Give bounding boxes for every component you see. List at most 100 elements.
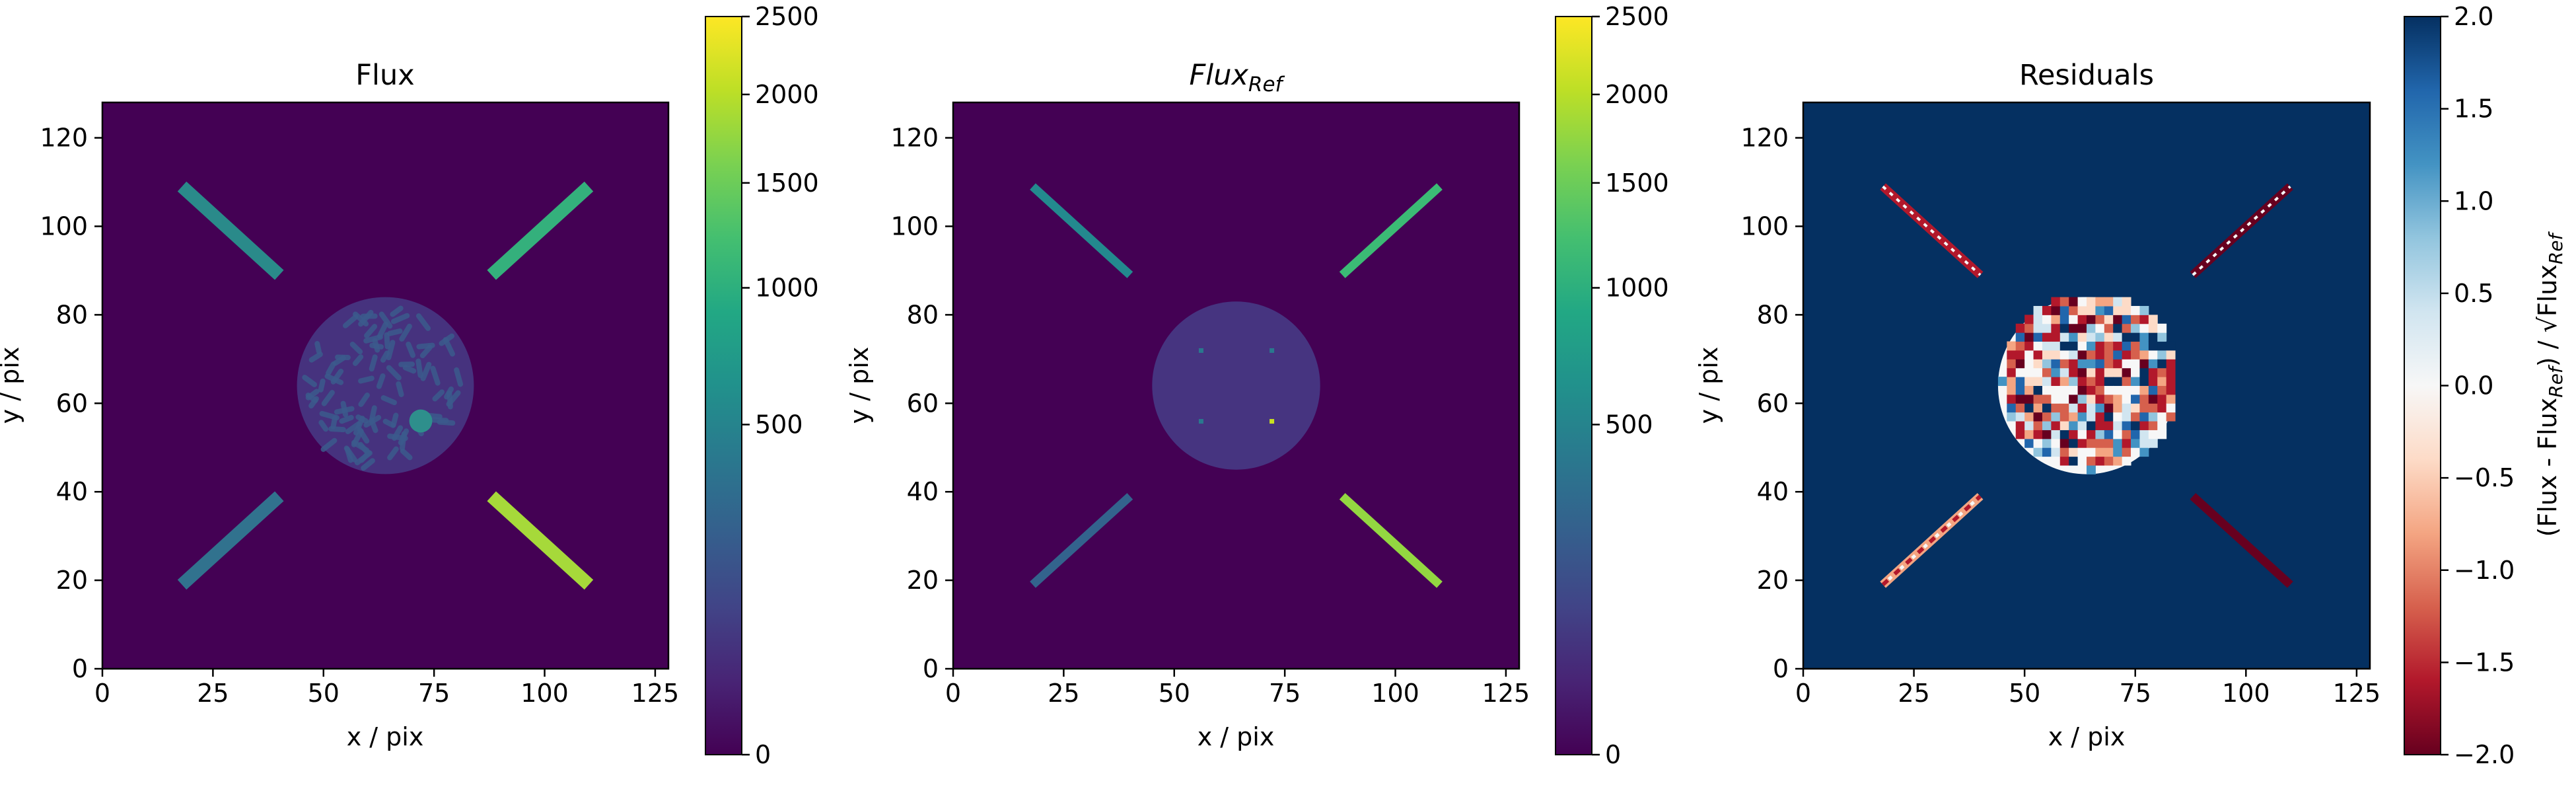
residual-pixel — [2069, 403, 2079, 413]
residual-pixel — [2113, 323, 2123, 333]
fluxref-title-sub: Ref — [1248, 73, 1285, 96]
residual-pixel — [2015, 341, 2025, 351]
flux-speckle — [321, 390, 335, 406]
residual-pixel — [2104, 421, 2114, 430]
residual-pixel — [2122, 332, 2131, 342]
residual-pixel — [2069, 359, 2079, 369]
residual-pixel — [2157, 367, 2167, 377]
residual-pixel — [2051, 359, 2061, 369]
residual-pixel — [2157, 412, 2167, 422]
flux-speckle — [430, 365, 441, 386]
residual-pixel — [2139, 323, 2149, 333]
residual-pixel — [2033, 430, 2043, 439]
residual-pixel — [2033, 412, 2043, 422]
residual-pixel — [2059, 315, 2069, 324]
residual-pixel — [1997, 377, 2007, 386]
residuals-xtick-label: 50 — [2009, 679, 2040, 708]
residual-pixel — [2077, 447, 2087, 457]
residual-pixel — [2104, 385, 2114, 395]
residual-pixel — [2024, 430, 2034, 439]
cb-label-a-sub: Ref — [2545, 364, 2567, 398]
residual-pixel — [2122, 377, 2131, 386]
residual-pixel — [2139, 421, 2149, 430]
residuals-xtick-label: 75 — [2120, 679, 2151, 708]
fluxref-ytick-label: 20 — [907, 566, 939, 595]
flux-cbtick-label: 500 — [755, 410, 803, 439]
residual-pixel — [2095, 350, 2105, 359]
residual-pixel — [2087, 323, 2096, 333]
residual-pixel — [2157, 385, 2167, 395]
residual-pixel — [2033, 341, 2043, 351]
flux-speckle — [387, 328, 403, 336]
fluxref-xtick-label: 50 — [1159, 679, 1190, 708]
residual-pixel — [2104, 403, 2114, 413]
residual-pixel — [2104, 315, 2114, 324]
flux-ytick-label: 0 — [72, 654, 88, 683]
residual-pixel — [2033, 323, 2043, 333]
residual-pixel — [2033, 385, 2043, 395]
residual-pixel — [2051, 394, 2061, 404]
residual-pixel — [2139, 341, 2149, 351]
residual-pixel — [2077, 315, 2087, 324]
residual-pixel — [2104, 412, 2114, 422]
residual-pixel — [2122, 297, 2131, 307]
residual-pixel — [2095, 438, 2105, 448]
flux-speckle — [432, 389, 445, 402]
residual-pixel — [2051, 341, 2061, 351]
residual-pixel — [2095, 367, 2105, 377]
residual-pixel — [2095, 305, 2105, 315]
residual-pixel — [2069, 394, 2079, 404]
residuals-streak-highlight — [1881, 494, 1982, 587]
residual-pixel — [2069, 456, 2079, 466]
residual-pixel — [2059, 367, 2069, 377]
residual-pixel — [2139, 359, 2149, 369]
flux-speckle — [382, 418, 396, 428]
residual-pixel — [2148, 394, 2158, 404]
fluxref-y-axis: 0 20 40 60 80 100 120 — [890, 124, 953, 683]
residual-pixel — [2104, 297, 2114, 307]
residual-pixel — [2051, 438, 2061, 448]
residual-pixel — [2087, 367, 2096, 377]
flux-speckle — [369, 342, 384, 350]
residual-pixel — [2087, 403, 2096, 413]
residual-pixel — [2104, 377, 2114, 386]
residual-pixel — [2059, 323, 2069, 333]
residual-pixel — [2095, 403, 2105, 413]
residual-pixel — [2166, 359, 2176, 369]
fluxref-cbtick-label: 1000 — [1605, 274, 1669, 303]
residual-pixel — [2007, 359, 2017, 369]
flux-xtick-label: 100 — [520, 679, 569, 708]
residuals-xtick-label: 25 — [1898, 679, 1929, 708]
flux-speckle — [390, 313, 410, 324]
residual-pixel — [2095, 385, 2105, 395]
residual-pixel — [2069, 350, 2079, 359]
flux-speckle — [334, 406, 355, 415]
flux-colorbar-axis: 0 500 1000 1500 2000 2500 — [742, 2, 819, 769]
flux-ylabel: y / pix — [0, 347, 24, 424]
residual-pixel — [2122, 430, 2131, 439]
residual-pixel — [2059, 430, 2069, 439]
fluxref-title: FluxRef — [1190, 59, 1285, 96]
residual-pixel — [2139, 447, 2149, 457]
residual-pixel — [2104, 323, 2114, 333]
fluxref-xtick-label: 100 — [1371, 679, 1419, 708]
residual-pixel — [2024, 341, 2034, 351]
residual-pixel — [2033, 377, 2043, 386]
residual-pixel — [2077, 377, 2087, 386]
flux-speckle — [357, 427, 370, 444]
flux-speckle — [358, 309, 374, 327]
residual-pixel — [2131, 430, 2140, 439]
flux-cbtick-label: 2500 — [755, 2, 819, 31]
residual-pixel — [2077, 412, 2087, 422]
fluxref-ytick-label: 60 — [907, 389, 939, 418]
residual-pixel — [2095, 394, 2105, 404]
residual-pixel — [2148, 385, 2158, 395]
residual-pixel — [2051, 421, 2061, 430]
residual-pixel — [2087, 394, 2096, 404]
fluxref-ytick-label: 0 — [923, 654, 939, 683]
cb-label-b: ) / √Flux — [2533, 264, 2562, 367]
residual-pixel — [2033, 305, 2043, 315]
residual-pixel — [2148, 341, 2158, 351]
residual-pixel — [2139, 412, 2149, 422]
